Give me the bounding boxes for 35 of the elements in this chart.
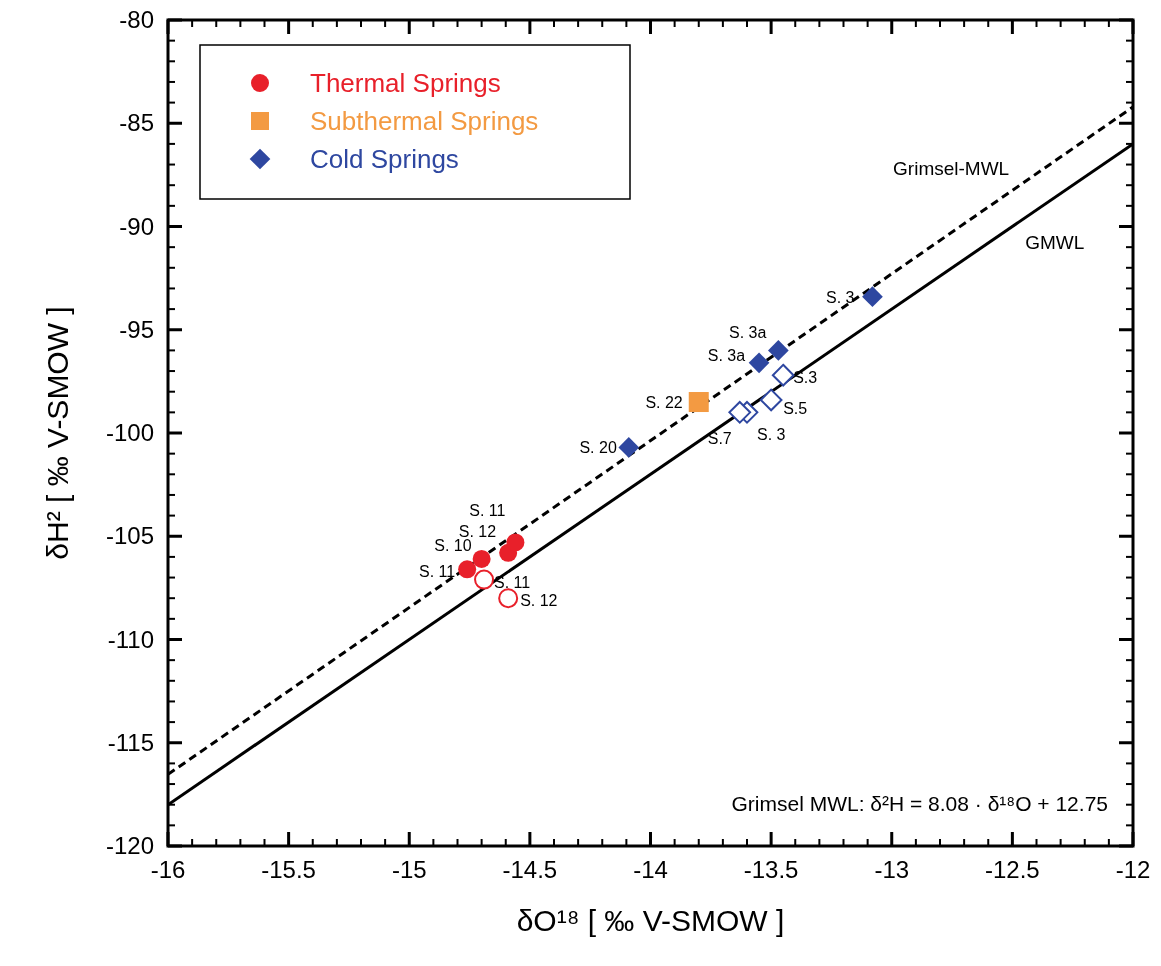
x-tick-label: -12 — [1115, 856, 1151, 883]
y-tick-label: -120 — [105, 832, 154, 859]
x-tick-label: -13 — [874, 856, 910, 883]
annotation: S. 22 — [645, 394, 683, 412]
annotation: S. 3 — [757, 426, 786, 444]
y-tick-label: -115 — [107, 728, 154, 756]
y-tick-label: -105 — [105, 522, 154, 550]
y-tick-label: -90 — [119, 212, 154, 240]
annotation: S. 12 — [520, 592, 558, 610]
y-tick-label: -85 — [119, 109, 154, 137]
annotation: S. 3a — [729, 324, 767, 342]
legend-label: Cold Springs — [310, 144, 459, 174]
series-label: GMWL — [1025, 232, 1085, 254]
legend-label: Subthermal Springs — [310, 106, 539, 136]
y-tick-label: -80 — [119, 6, 154, 33]
annotation: S. 3a — [707, 346, 746, 364]
x-tick-label: -15.5 — [261, 856, 316, 883]
x-tick-label: -12.5 — [985, 856, 1040, 883]
x-axis-title: δO¹⁸ [ ‰ V-SMOW ] — [516, 904, 785, 937]
x-tick-label: -15 — [391, 856, 427, 883]
annotation: S.5 — [783, 399, 808, 417]
annotation: S. 11 — [469, 502, 506, 520]
y-tick-label: -110 — [107, 625, 154, 653]
x-tick-label: -14.5 — [502, 856, 558, 883]
annotation: S. 11 — [418, 563, 456, 581]
annotation: S. 20 — [579, 439, 617, 457]
y-tick-label: -100 — [105, 419, 154, 446]
series-label: Grimsel-MWL — [893, 158, 1010, 180]
x-tick-label: -13.5 — [743, 856, 799, 883]
x-tick-label: -16 — [150, 856, 186, 883]
annotation: Grimsel MWL: δ²H = 8.08 · δ¹⁸O + 12.75 — [731, 792, 1108, 815]
legend-label: Thermal Springs — [310, 68, 501, 98]
y-tick-label: -95 — [119, 315, 154, 343]
x-tick-label: -14 — [633, 856, 668, 883]
y-axis-title: δH² [ ‰ V-SMOW ] — [41, 306, 74, 560]
